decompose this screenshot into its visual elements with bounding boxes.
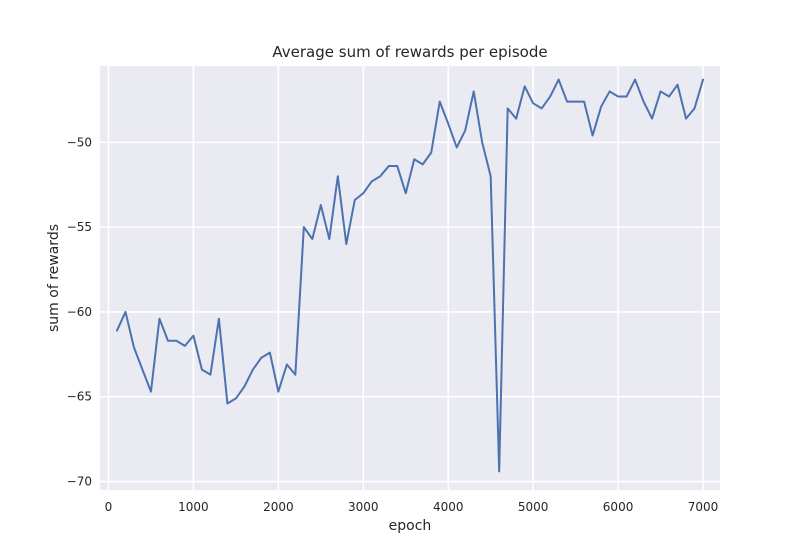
x-tick-label: 3000 <box>348 500 379 514</box>
x-tick-label: 2000 <box>263 500 294 514</box>
x-tick-label: 4000 <box>433 500 464 514</box>
y-tick-label: −60 <box>67 305 92 319</box>
x-axis-label: epoch <box>389 518 432 534</box>
y-tick-label: −50 <box>67 135 92 149</box>
x-tick-label: 6000 <box>603 500 634 514</box>
y-axis-label: sum of rewards <box>46 224 62 332</box>
chart-title: Average sum of rewards per episode <box>272 43 547 61</box>
y-tick-label: −70 <box>67 475 92 489</box>
y-tick-label: −55 <box>67 220 92 234</box>
plot-area <box>100 66 720 490</box>
y-tick-label: −65 <box>67 390 92 404</box>
series-line <box>115 78 705 473</box>
x-tick-label: 1000 <box>178 500 209 514</box>
x-tick-label: 5000 <box>518 500 549 514</box>
x-tick-label: 7000 <box>688 500 719 514</box>
tick-labels: 0 1000 2000 3000 4000 5000 6000 7000 −70 −65 −60 −5… <box>67 135 719 514</box>
grid-lines <box>100 66 720 490</box>
x-tick-label: 0 <box>105 500 113 514</box>
data-points <box>116 79 704 472</box>
